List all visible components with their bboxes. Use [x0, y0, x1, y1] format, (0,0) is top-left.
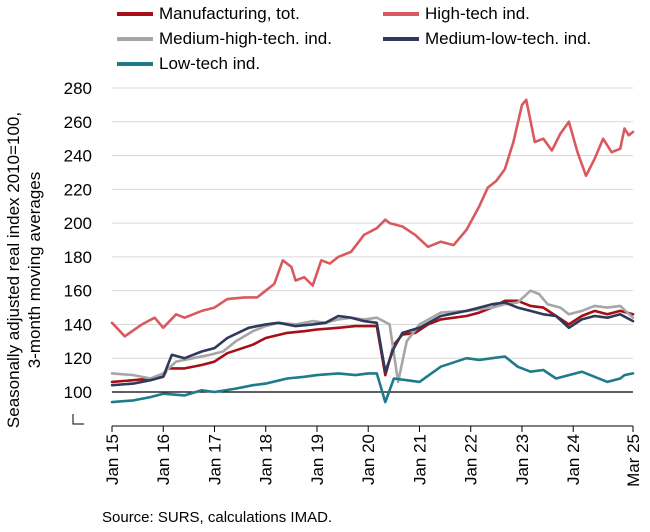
y-axis-title: Seasonally adjusted real index 2010=100,…	[3, 112, 45, 428]
series-lines	[110, 98, 635, 404]
source-note: Source: SURS, calculations IMAD.	[102, 509, 333, 526]
y-tick-label: 140	[64, 315, 92, 334]
y-tick-label: 240	[64, 147, 92, 166]
legend-item: Low-tech ind.	[117, 54, 260, 74]
series-line	[110, 299, 635, 384]
x-tick-label: Jan 22	[462, 434, 481, 485]
series-line	[110, 355, 635, 404]
legend-label: Manufacturing, tot.	[159, 4, 300, 23]
legend-item: High-tech ind.	[383, 4, 530, 24]
legend-label: High-tech ind.	[425, 4, 530, 23]
x-tick-labels: Jan 15 Jan 16 Jan 17 Jan 18 Jan 19 Jan 20 Jan …	[103, 434, 643, 487]
y-tick-labels: 100 120 140 160 180 200 220 240 260 280	[64, 79, 92, 402]
legend-swatch	[117, 12, 153, 16]
x-tick-label: Jan 19	[308, 434, 327, 485]
x-tick-label: Jan 20	[359, 434, 378, 485]
y-tick-label: 160	[64, 282, 92, 301]
legend-item: Manufacturing, tot.	[117, 4, 300, 24]
legend-label: Medium-low-tech. ind.	[425, 29, 592, 48]
series-line	[110, 98, 635, 338]
legend-swatch	[383, 37, 419, 41]
x-tick-label: Jan 16	[154, 434, 173, 485]
x-tick-label: Jan 23	[513, 434, 532, 485]
legend-item: Medium-low-tech. ind.	[383, 29, 591, 49]
x-tick-label: Jan 24	[564, 434, 583, 485]
y-tick-label: 220	[64, 180, 92, 199]
legend-item: Medium-high-tech. ind.	[117, 29, 332, 49]
series-line	[110, 301, 635, 387]
x-tick-label: Jan 17	[205, 434, 224, 485]
x-tick-label: Mar 25	[624, 434, 643, 487]
series-line	[110, 289, 635, 384]
gridlines	[112, 87, 633, 359]
y-tick-label: 280	[64, 79, 92, 98]
y-tick-label: 260	[64, 113, 92, 132]
axes	[72, 391, 634, 432]
y-axis-title-line-1: Seasonally adjusted real index 2010=100,	[4, 111, 23, 429]
y-tick-label: 100	[64, 383, 92, 402]
x-tick-label: Jan 18	[257, 434, 276, 485]
legend-label: Medium-high-tech. ind.	[159, 29, 332, 48]
legend-label: Low-tech ind.	[159, 54, 261, 73]
y-axis-title-line-2: 3-month moving averages	[25, 171, 44, 369]
y-tick-label: 180	[64, 248, 92, 267]
legend-swatch	[383, 12, 419, 16]
legend-swatch	[117, 37, 153, 41]
y-tick-label: 120	[64, 349, 92, 368]
legend-swatch	[117, 62, 153, 66]
x-tick-label: Jan 21	[410, 434, 429, 485]
y-tick-label: 200	[64, 214, 92, 233]
x-tick-label: Jan 15	[103, 434, 122, 485]
axis-break-icon	[72, 414, 84, 425]
